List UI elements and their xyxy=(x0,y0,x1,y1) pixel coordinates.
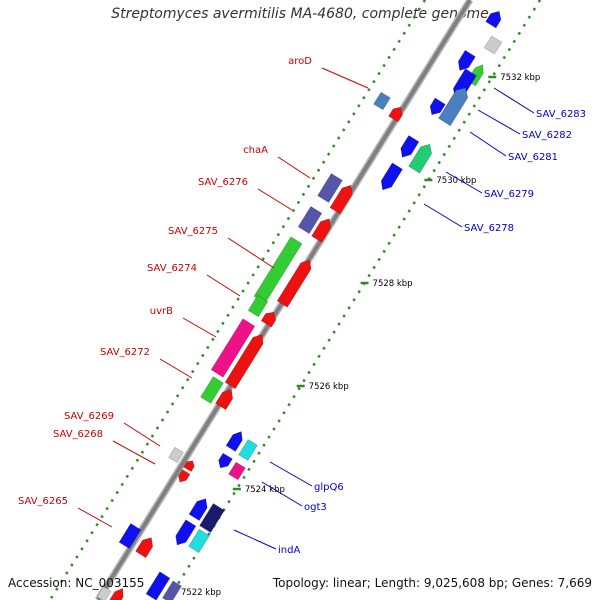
tick-label: 7528 kbp xyxy=(373,279,413,289)
tick-label: 7524 kbp xyxy=(245,485,285,495)
gene-arrow xyxy=(188,528,210,554)
gene-arrow xyxy=(178,469,191,483)
label-leader xyxy=(269,461,313,487)
gene-arrow xyxy=(225,431,243,452)
gene-arrow xyxy=(238,439,258,461)
gene-arrow xyxy=(438,87,469,127)
label-leader xyxy=(277,156,311,179)
label-leader xyxy=(77,507,113,528)
label-leader xyxy=(206,274,241,297)
gene-label: SAV_6279 xyxy=(484,189,534,200)
label-leader xyxy=(261,481,303,507)
gene-arrow xyxy=(276,259,312,308)
label-leader xyxy=(182,317,217,338)
gene-arrow xyxy=(118,523,142,549)
gene-label: SAV_6282 xyxy=(522,130,572,141)
gene-arrow xyxy=(380,162,403,191)
label-leader xyxy=(233,529,277,550)
gene-arrow xyxy=(109,587,124,600)
gene-arrow xyxy=(311,218,332,243)
gene-arrow xyxy=(373,91,391,111)
gene-label: SAV_6272 xyxy=(100,347,150,358)
gene-arrow xyxy=(457,49,476,71)
ruler-line-left xyxy=(48,0,427,600)
gene-label: aroD xyxy=(288,56,312,67)
gene-arrow xyxy=(388,106,403,123)
label-leader xyxy=(257,188,293,211)
gene-label: uvrB xyxy=(150,306,173,317)
gene-arrow xyxy=(260,311,277,328)
gene-arrow xyxy=(145,571,171,600)
gene-label: SAV_6265 xyxy=(18,496,68,507)
gene-arrow xyxy=(228,461,246,481)
gene-arrow xyxy=(210,318,256,378)
label-leader xyxy=(445,171,483,194)
gene-arrow xyxy=(168,446,184,464)
gene-label: SAV_6281 xyxy=(508,152,558,163)
tick-label: 7526 kbp xyxy=(309,382,349,392)
gene-arrow xyxy=(429,97,446,116)
gene-arrow xyxy=(400,135,420,158)
gene-arrow xyxy=(297,205,323,235)
label-leader xyxy=(477,109,521,135)
gene-arrow xyxy=(188,498,208,521)
gene-label: indA xyxy=(278,545,300,556)
gene-arrow xyxy=(218,452,233,469)
label-leader xyxy=(469,131,507,157)
gene-features xyxy=(96,10,503,600)
label-leaders xyxy=(77,67,535,550)
tick-label: 7532 kbp xyxy=(500,73,540,83)
gene-arrow xyxy=(329,184,353,215)
gene-arrow xyxy=(199,503,225,533)
label-leader xyxy=(227,237,275,269)
label-leader xyxy=(159,358,193,379)
gene-label: SAV_6283 xyxy=(536,109,586,120)
gene-label: SAV_6275 xyxy=(168,226,218,237)
gene-label: glpQ6 xyxy=(314,482,344,493)
gene-arrow xyxy=(175,519,197,546)
gene-arrow xyxy=(135,537,154,559)
label-leader xyxy=(423,203,463,228)
gene-arrow xyxy=(183,460,195,473)
gene-labels: aroD chaA SAV_6276 SAV_6275 SAV_6274 uvrB SAV_… xyxy=(18,56,586,556)
label-leader xyxy=(112,440,156,465)
tick-label: 7522 kbp xyxy=(181,588,221,598)
accession-text: Accession: NC_003155 xyxy=(8,576,145,590)
gene-arrow xyxy=(162,580,182,600)
gene-label: SAV_6276 xyxy=(198,177,248,188)
ruler-line-right xyxy=(166,0,542,600)
tick-marks xyxy=(168,75,497,594)
tick-labels: 7522 kbp 7524 kbp 7526 kbp 7528 kbp 7530 kbp… xyxy=(181,73,540,598)
gene-arrow xyxy=(224,334,264,390)
label-leader xyxy=(123,422,161,447)
gene-label: SAV_6268 xyxy=(53,429,103,440)
gene-label: SAV_6278 xyxy=(464,223,514,234)
gene-arrow xyxy=(408,143,433,174)
label-leader xyxy=(493,87,535,114)
gene-arrow xyxy=(200,376,224,404)
label-leader xyxy=(321,67,369,89)
gene-arrow xyxy=(483,35,503,55)
gene-label: SAV_6269 xyxy=(64,411,114,422)
map-title: Streptomyces avermitilis MA-4680, comple… xyxy=(111,6,489,22)
gene-label: SAV_6274 xyxy=(147,263,197,274)
gene-arrow xyxy=(247,294,269,318)
gene-label: ogt3 xyxy=(304,502,327,513)
genome-stats-text: Topology: linear; Length: 9,025,608 bp; … xyxy=(272,576,592,590)
gene-label: chaA xyxy=(243,145,268,156)
gene-arrow xyxy=(317,173,343,203)
gene-arrow xyxy=(215,389,234,411)
gene-arrow xyxy=(485,10,502,29)
tick-label: 7530 kbp xyxy=(436,176,476,186)
